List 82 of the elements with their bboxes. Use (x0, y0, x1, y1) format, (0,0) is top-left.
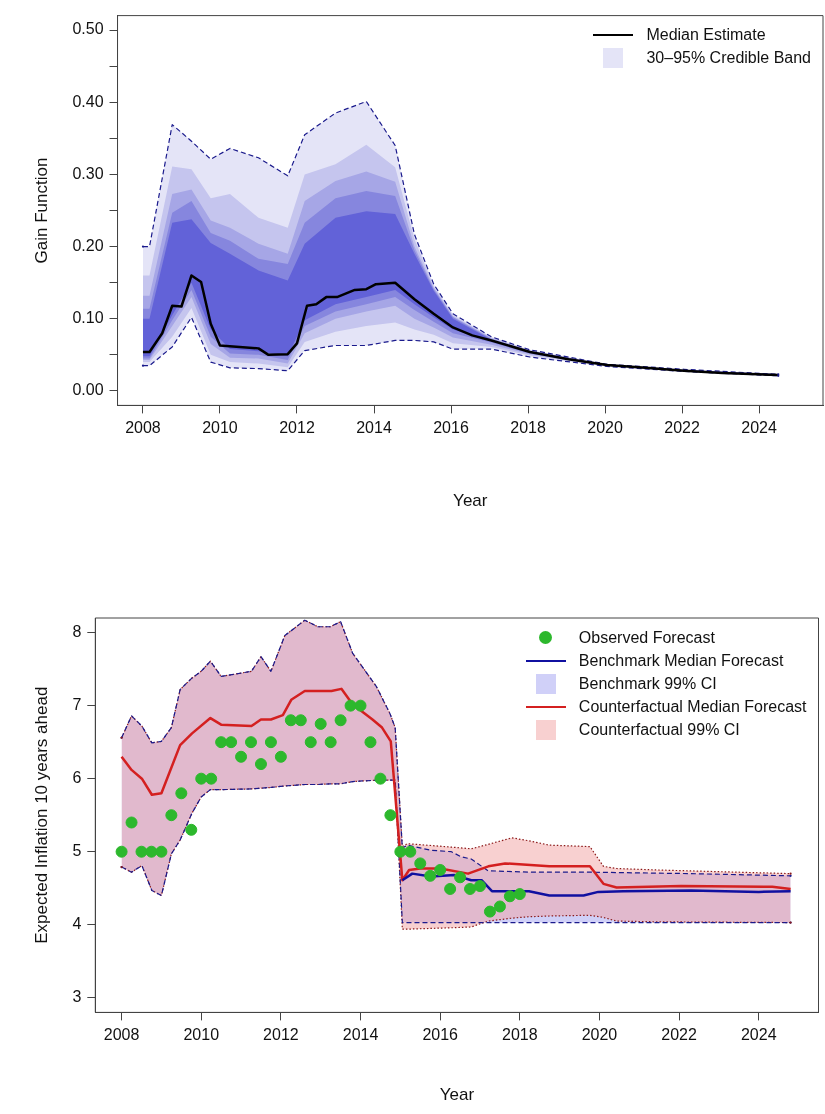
point (254, 758, 267, 771)
point (215, 736, 228, 749)
point (294, 714, 307, 727)
point (284, 714, 297, 727)
legend-label: Benchmark Median Forecast (578, 651, 784, 670)
point (155, 845, 168, 858)
point (115, 845, 128, 858)
x-tick-label: 2012 (263, 1026, 299, 1044)
point (424, 869, 437, 882)
y-tick-label: 0.20 (72, 237, 104, 254)
x-tick-label: 2016 (433, 419, 469, 437)
point (364, 736, 377, 749)
y-tick-label: 6 (72, 769, 82, 787)
point (414, 857, 427, 870)
y-tick-label: 5 (72, 842, 82, 860)
x-tick-label: 2018 (502, 1026, 538, 1044)
point (135, 845, 148, 858)
point (454, 871, 467, 884)
x-tick-label: 2010 (202, 419, 238, 437)
x-axis-title: Year (439, 1085, 475, 1105)
point (274, 750, 287, 763)
point (185, 823, 198, 836)
y-tick-label: 8 (72, 623, 82, 641)
y-tick-label: 7 (72, 696, 82, 714)
point (444, 882, 457, 895)
point (145, 845, 158, 858)
point (304, 736, 317, 749)
point (195, 772, 208, 785)
legend-label: Observed Forecast (578, 628, 715, 647)
point (175, 787, 188, 800)
legend-label: 30–95% Credible Band (646, 49, 811, 68)
x-tick-label: 2014 (356, 419, 392, 437)
x-tick-label: 2016 (422, 1026, 459, 1044)
x-tick-label: 2022 (661, 1026, 698, 1044)
y-tick-label: 0.30 (72, 164, 104, 182)
legend-label: Counterfactual Median Forecast (578, 697, 807, 716)
x-tick-label: 2014 (342, 1026, 379, 1044)
point (324, 736, 337, 749)
point (483, 905, 496, 918)
point (464, 882, 477, 895)
legend-label: Median Estimate (646, 26, 766, 45)
x-tick-label: 2024 (740, 1026, 777, 1044)
point (434, 863, 447, 876)
point (493, 900, 506, 913)
x-tick-label: 2008 (103, 1026, 140, 1044)
x-tick-label: 2020 (587, 419, 623, 437)
x-tick-label: 2008 (125, 419, 161, 437)
y-axis-title: Gain Function (31, 157, 51, 264)
point (205, 772, 218, 785)
legend-label: Counterfactual 99% CI (578, 720, 740, 739)
point (354, 699, 367, 712)
x-axis-title: Year (453, 491, 488, 511)
point (513, 888, 526, 901)
point (374, 772, 387, 785)
y-axis-title: Expected Inflation 10 years ahead (31, 686, 51, 944)
x-tick-label: 2012 (279, 419, 315, 437)
point (165, 809, 178, 822)
point (264, 736, 277, 749)
y-tick-label: 0.40 (72, 92, 104, 110)
y-tick-label: 0.10 (72, 309, 104, 327)
point (384, 809, 397, 822)
y-tick-label: 3 (72, 988, 82, 1006)
x-tick-label: 2022 (664, 419, 700, 437)
point (314, 717, 327, 730)
y-tick-label: 0.00 (72, 381, 104, 399)
y-tick-label: 4 (72, 915, 82, 933)
point (225, 736, 238, 749)
legend-label: Benchmark 99% CI (578, 674, 717, 693)
y-tick-label: 0.50 (72, 20, 104, 38)
point (235, 750, 248, 763)
point (125, 816, 138, 829)
point (344, 699, 357, 712)
point (394, 845, 407, 858)
point (404, 845, 417, 858)
point (245, 736, 258, 749)
x-tick-label: 2018 (510, 419, 546, 437)
x-tick-label: 2010 (183, 1026, 220, 1044)
point (503, 890, 516, 903)
x-tick-label: 2024 (741, 419, 777, 437)
x-tick-label: 2020 (581, 1026, 618, 1044)
point (474, 880, 486, 893)
point (334, 714, 347, 727)
